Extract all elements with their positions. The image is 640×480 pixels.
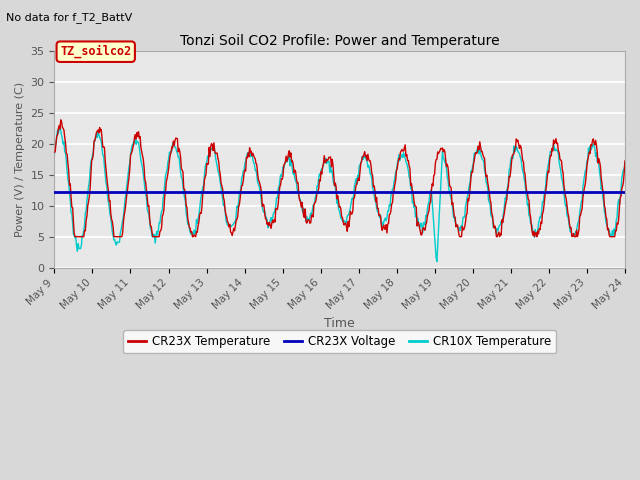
X-axis label: Time: Time <box>324 317 355 330</box>
Y-axis label: Power (V) / Temperature (C): Power (V) / Temperature (C) <box>15 82 25 237</box>
Text: TZ_soilco2: TZ_soilco2 <box>60 45 131 59</box>
Text: No data for f_T2_BattV: No data for f_T2_BattV <box>6 12 132 23</box>
Title: Tonzi Soil CO2 Profile: Power and Temperature: Tonzi Soil CO2 Profile: Power and Temper… <box>180 34 499 48</box>
Legend: CR23X Temperature, CR23X Voltage, CR10X Temperature: CR23X Temperature, CR23X Voltage, CR10X … <box>124 330 556 353</box>
